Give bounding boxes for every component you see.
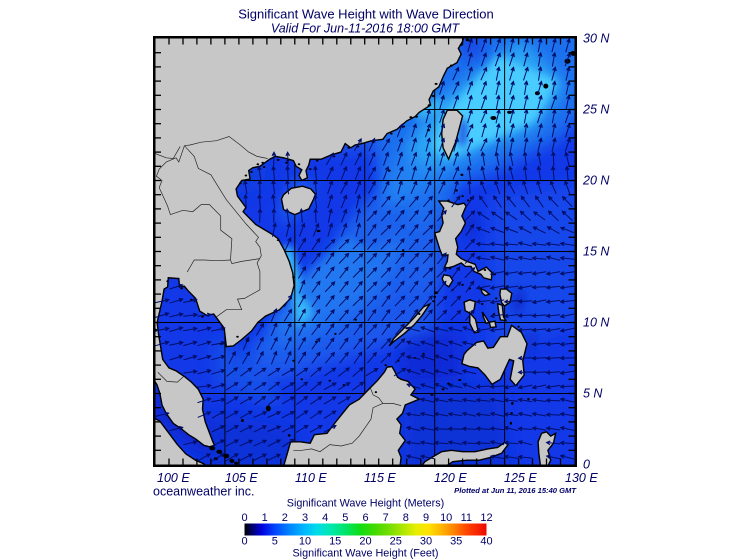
- svg-text:4: 4: [322, 512, 328, 524]
- svg-text:30 N: 30 N: [583, 32, 610, 46]
- svg-text:11: 11: [461, 512, 472, 524]
- svg-text:35: 35: [450, 536, 462, 548]
- svg-text:5: 5: [272, 536, 278, 548]
- svg-text:9: 9: [423, 512, 429, 524]
- svg-text:120 E: 120 E: [434, 471, 467, 485]
- svg-text:Significant Wave Height (Meter: Significant Wave Height (Meters): [287, 498, 444, 510]
- svg-text:0: 0: [241, 536, 247, 548]
- svg-text:Valid For Jun-11-2016 18:00 GM: Valid For Jun-11-2016 18:00 GMT: [271, 22, 461, 36]
- svg-text:3: 3: [302, 512, 308, 524]
- svg-text:130 E: 130 E: [565, 471, 598, 485]
- svg-text:105 E: 105 E: [225, 471, 258, 485]
- svg-text:10 N: 10 N: [583, 316, 610, 330]
- svg-text:100 E: 100 E: [157, 471, 190, 485]
- svg-text:115 E: 115 E: [364, 471, 396, 485]
- svg-text:25 N: 25 N: [582, 103, 610, 117]
- svg-text:Plotted at Jun 11, 2016 15:40: Plotted at Jun 11, 2016 15:40 GMT: [454, 486, 577, 495]
- svg-text:30: 30: [420, 536, 432, 548]
- svg-text:12: 12: [480, 512, 492, 524]
- svg-text:110 E: 110 E: [295, 471, 327, 485]
- svg-text:25: 25: [390, 536, 402, 548]
- svg-text:125 E: 125 E: [504, 471, 537, 485]
- svg-text:oceanweather inc.: oceanweather inc.: [153, 485, 254, 499]
- svg-text:10: 10: [440, 512, 452, 524]
- svg-text:5 N: 5 N: [583, 387, 603, 401]
- svg-text:15: 15: [329, 536, 341, 548]
- svg-text:2: 2: [282, 512, 288, 524]
- svg-text:0: 0: [241, 512, 247, 524]
- svg-text:Significant Wave Height (Feet): Significant Wave Height (Feet): [292, 548, 438, 560]
- svg-text:20: 20: [359, 536, 371, 548]
- svg-text:6: 6: [362, 512, 368, 524]
- svg-text:0: 0: [583, 458, 590, 472]
- svg-text:10: 10: [299, 536, 311, 548]
- svg-text:15 N: 15 N: [583, 245, 610, 259]
- svg-text:7: 7: [383, 512, 389, 524]
- svg-text:Significant Wave Height with W: Significant Wave Height with Wave Direct…: [238, 7, 494, 22]
- svg-text:20 N: 20 N: [582, 174, 610, 188]
- svg-text:40: 40: [480, 536, 492, 548]
- svg-text:1: 1: [262, 512, 268, 524]
- svg-text:8: 8: [403, 512, 409, 524]
- svg-text:5: 5: [342, 512, 348, 524]
